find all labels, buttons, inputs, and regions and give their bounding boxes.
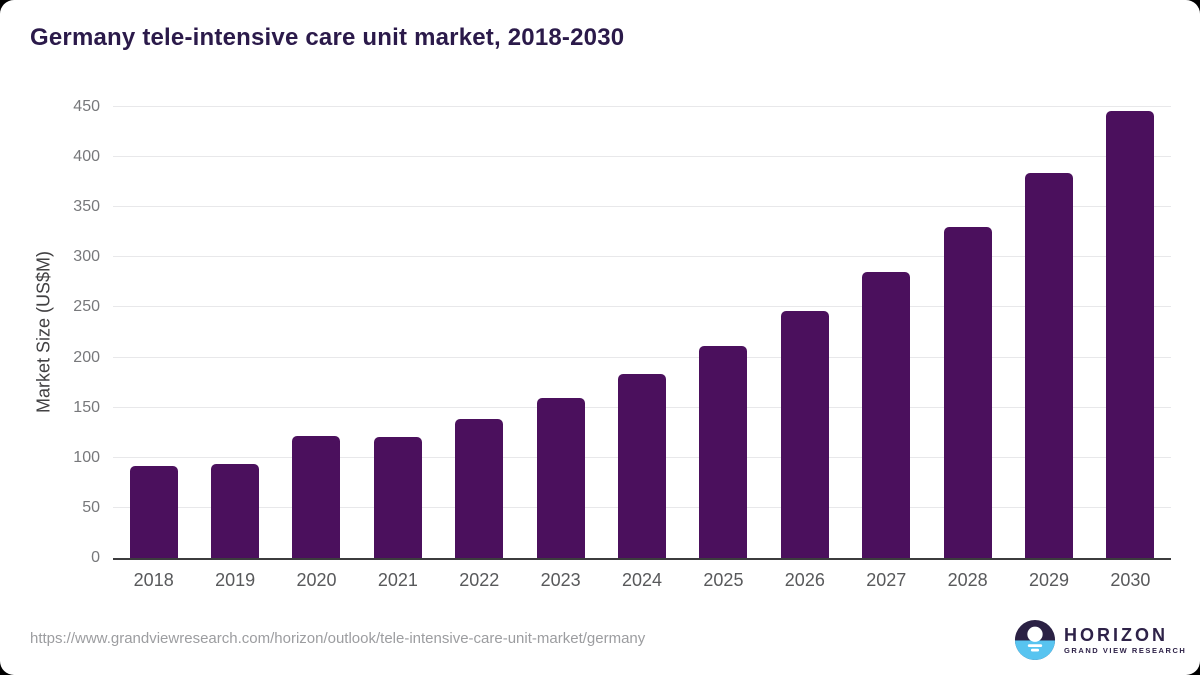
x-axis-label: 2024 bbox=[622, 570, 663, 590]
bar-2028[interactable] bbox=[943, 227, 992, 558]
gridline bbox=[113, 306, 1171, 308]
x-axis-label: 2030 bbox=[1110, 570, 1151, 590]
y-tick-label: 250 bbox=[73, 298, 100, 316]
bar-2027[interactable] bbox=[862, 272, 911, 558]
x-axis-label: 2025 bbox=[703, 570, 744, 590]
x-axis-label: 2026 bbox=[784, 570, 825, 590]
bar-2030[interactable] bbox=[1106, 111, 1155, 558]
bar-slot bbox=[439, 107, 520, 558]
source-url: https://www.grandviewresearch.com/horizo… bbox=[30, 630, 646, 647]
x-axis-label: 2023 bbox=[540, 570, 581, 590]
bar-2026[interactable] bbox=[780, 311, 829, 558]
bar-slot bbox=[520, 107, 601, 558]
bar-2018[interactable] bbox=[129, 465, 178, 558]
y-tick-label: 400 bbox=[73, 148, 100, 166]
x-axis-label: 2021 bbox=[377, 570, 418, 590]
bar-2024[interactable] bbox=[618, 373, 667, 558]
bar-slot bbox=[683, 107, 764, 558]
horizon-logo-brand: HORIZON bbox=[1064, 624, 1168, 645]
x-axis-labels: 2018 2019 2020 2021 2022 2023 2024 2025 2026 2027… bbox=[113, 570, 1171, 591]
bar-slot bbox=[927, 107, 1008, 558]
y-tick-label: 0 bbox=[91, 549, 100, 566]
bar-slot bbox=[846, 107, 927, 558]
plot-area bbox=[113, 106, 1171, 560]
bar-2019[interactable] bbox=[211, 463, 260, 558]
x-axis-label: 2028 bbox=[947, 570, 988, 590]
bar-2020[interactable] bbox=[292, 435, 341, 558]
horizon-logo[interactable]: HORIZON GRAND VIEW RESEARCH bbox=[1014, 619, 1186, 661]
bar-2029[interactable] bbox=[1024, 173, 1073, 558]
bar-slot bbox=[113, 107, 194, 558]
horizon-logo-icon bbox=[1014, 619, 1056, 661]
horizon-logo-text: HORIZON GRAND VIEW RESEARCH bbox=[1064, 626, 1186, 655]
y-tick-label: 150 bbox=[73, 398, 100, 416]
x-axis-label: 2018 bbox=[133, 570, 174, 590]
bar-slot bbox=[194, 107, 275, 558]
y-tick-label: 50 bbox=[82, 498, 100, 516]
bar-2025[interactable] bbox=[699, 345, 748, 558]
x-axis-label: 2020 bbox=[296, 570, 337, 590]
gridline bbox=[113, 106, 1171, 107]
bar-slot bbox=[1008, 107, 1089, 558]
bar-slot bbox=[357, 107, 438, 558]
bar-slot bbox=[764, 107, 845, 558]
y-axis-title: Market Size (US$M) bbox=[33, 250, 54, 414]
gridline bbox=[113, 256, 1171, 258]
bar-slot bbox=[276, 107, 357, 558]
x-axis-label: 2022 bbox=[459, 570, 500, 590]
y-tick-label: 350 bbox=[73, 198, 100, 216]
bar-series bbox=[113, 107, 1171, 558]
y-tick-label: 200 bbox=[73, 348, 100, 366]
page-title: Germany tele-intensive care unit market,… bbox=[30, 24, 625, 51]
gridline bbox=[113, 356, 1171, 358]
y-tick-label: 300 bbox=[73, 248, 100, 266]
bar-2021[interactable] bbox=[373, 436, 422, 558]
x-axis-label: 2029 bbox=[1028, 570, 1070, 590]
gridline bbox=[113, 156, 1171, 158]
y-tick-label: 100 bbox=[73, 448, 100, 466]
gridline bbox=[113, 206, 1171, 208]
horizon-logo-tagline: GRAND VIEW RESEARCH bbox=[1064, 645, 1187, 655]
y-tick-label: 450 bbox=[73, 98, 100, 115]
x-axis-label: 2027 bbox=[866, 570, 907, 590]
bar-2022[interactable] bbox=[455, 418, 504, 558]
bar-slot bbox=[601, 107, 682, 558]
bar-2023[interactable] bbox=[536, 397, 585, 558]
bar-slot bbox=[1090, 107, 1171, 558]
x-axis-label: 2019 bbox=[215, 570, 256, 590]
